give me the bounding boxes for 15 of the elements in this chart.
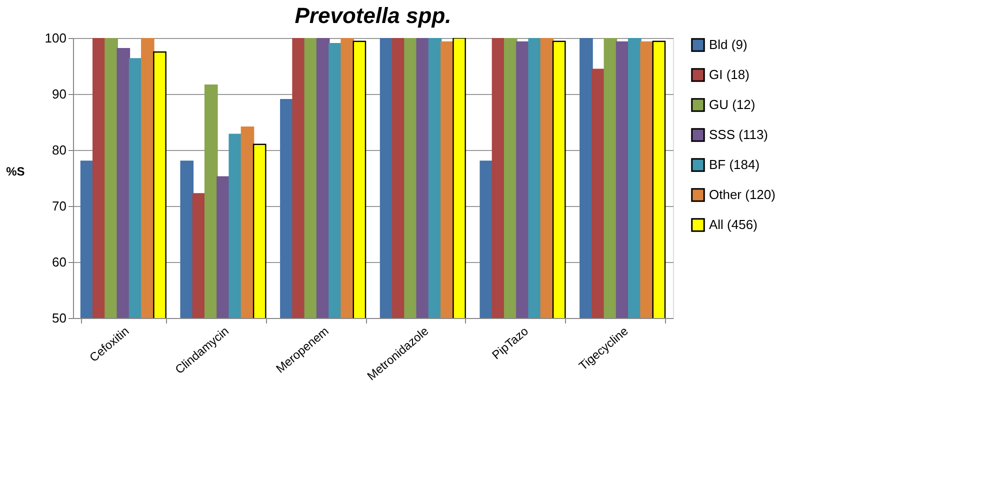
- y-tick-label: 90: [52, 86, 66, 102]
- legend-label: Bld (9): [709, 37, 748, 52]
- y-tick-label: 50: [52, 310, 66, 326]
- y-tick-label: 80: [52, 142, 66, 158]
- legend-label: BF (184): [709, 157, 760, 172]
- legend-label: Other (120): [709, 187, 776, 202]
- legend-label: All (456): [709, 217, 758, 232]
- legend-label: GU (12): [709, 97, 756, 112]
- y-tick-label: 100: [44, 30, 66, 46]
- y-axis-title: %S: [6, 164, 25, 178]
- y-tick-label: 70: [52, 198, 66, 214]
- y-tick-label: 60: [52, 254, 66, 270]
- legend-label: GI (18): [709, 67, 750, 82]
- chart-title: Prevotella spp.: [294, 3, 452, 28]
- legend-label: SSS (113): [709, 127, 768, 142]
